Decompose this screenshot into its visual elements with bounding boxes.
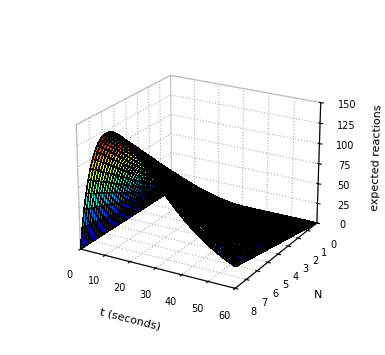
Y-axis label: N: N bbox=[313, 290, 322, 300]
X-axis label: t (seconds): t (seconds) bbox=[99, 307, 162, 332]
